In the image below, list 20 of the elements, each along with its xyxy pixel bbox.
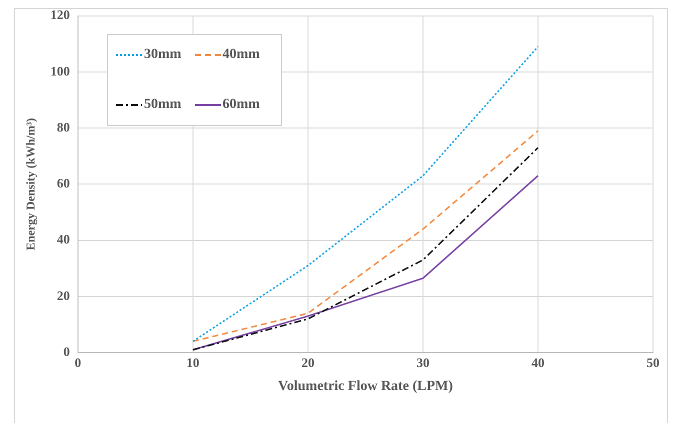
x-tick-label: 30 bbox=[416, 354, 430, 370]
x-tick-label: 40 bbox=[531, 354, 544, 370]
line-series bbox=[192, 46, 539, 342]
x-tick-label: 50 bbox=[646, 354, 660, 370]
y-tick-label: 100 bbox=[50, 63, 70, 78]
y-tick-label: 120 bbox=[50, 7, 70, 22]
x-tick-label: 0 bbox=[74, 354, 82, 370]
y-tick-label: 40 bbox=[56, 232, 70, 247]
x-axis-title: Volumetric Flow Rate (LPM) bbox=[278, 379, 454, 394]
y-tick-label: 80 bbox=[56, 119, 70, 134]
y-tick-label: 0 bbox=[63, 344, 70, 359]
y-tick-label: 20 bbox=[56, 288, 70, 303]
x-tick-label: 10 bbox=[186, 354, 200, 370]
legend-label: 50mm bbox=[144, 97, 182, 113]
legend-label: 30mm bbox=[144, 47, 182, 63]
legend-label: 60mm bbox=[222, 97, 260, 113]
y-tick-label: 60 bbox=[56, 176, 70, 191]
y-axis-title: Energy Density (kWh/m³) bbox=[23, 118, 38, 250]
x-tick-label: 20 bbox=[301, 354, 314, 370]
legend-label: 40mm bbox=[222, 47, 260, 63]
